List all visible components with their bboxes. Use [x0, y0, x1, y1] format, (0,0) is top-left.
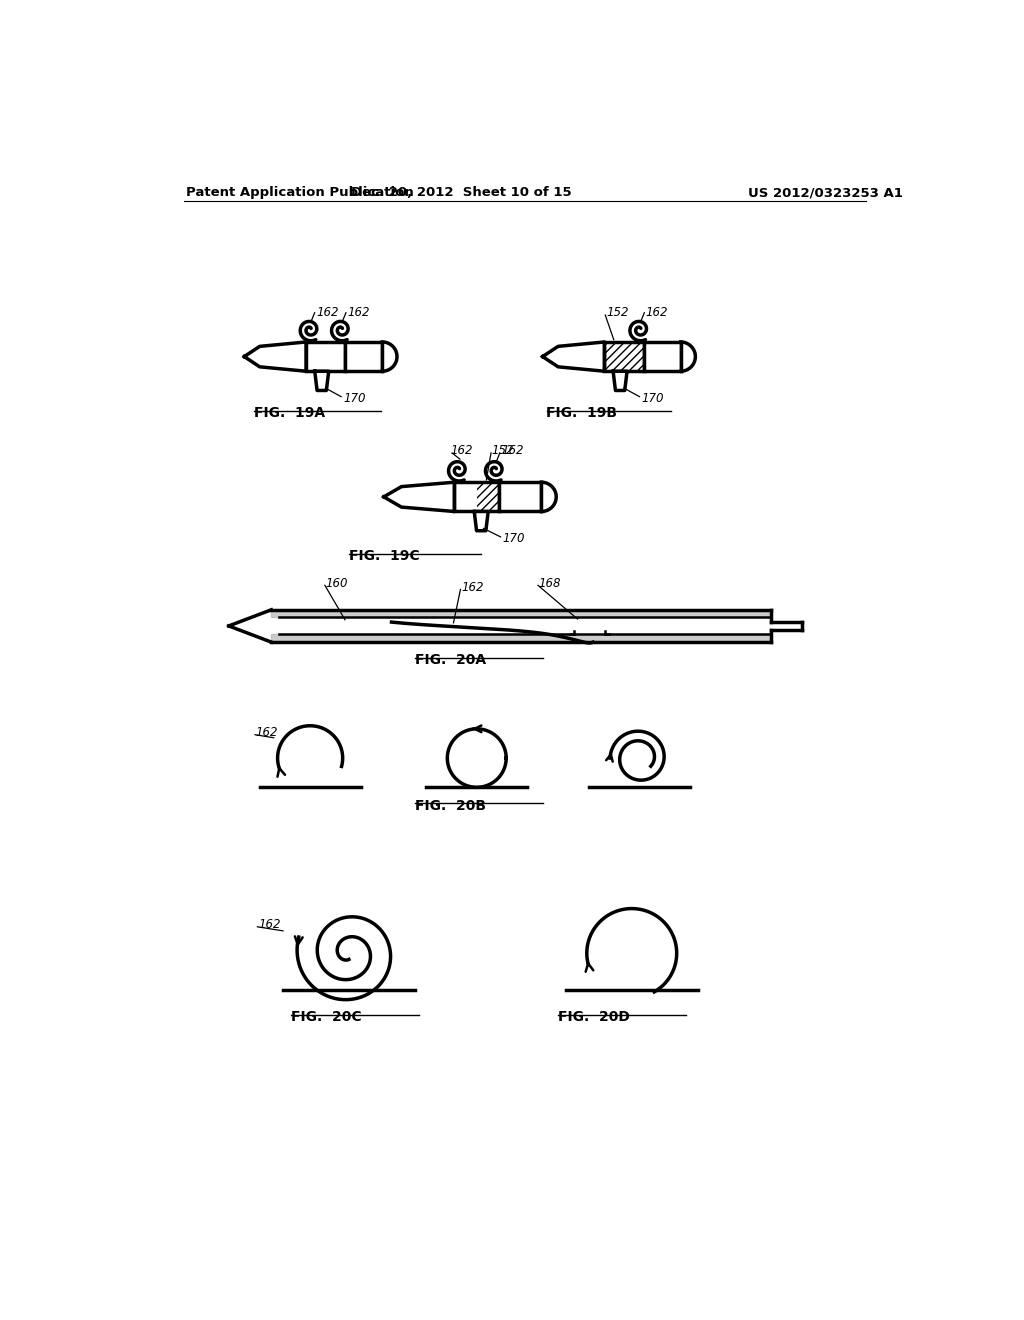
Text: FIG.  19A: FIG. 19A: [254, 407, 325, 420]
Text: FIG.  20B: FIG. 20B: [415, 799, 485, 813]
Polygon shape: [384, 482, 455, 511]
Bar: [455, 482, 477, 511]
Text: FIG.  19B: FIG. 19B: [547, 407, 617, 420]
Bar: [499, 482, 542, 511]
Bar: [643, 342, 681, 371]
Text: 170: 170: [343, 392, 366, 405]
Text: Dec. 20, 2012  Sheet 10 of 15: Dec. 20, 2012 Sheet 10 of 15: [351, 186, 571, 199]
Text: Patent Application Publication: Patent Application Publication: [186, 186, 414, 199]
Bar: [477, 482, 499, 511]
Bar: [306, 342, 345, 371]
Text: 162: 162: [451, 444, 473, 457]
Polygon shape: [543, 342, 604, 371]
Text: 162: 162: [646, 306, 669, 319]
Bar: [345, 342, 382, 371]
Text: 162: 162: [256, 726, 279, 739]
Text: FIG.  20A: FIG. 20A: [415, 653, 485, 668]
Polygon shape: [681, 342, 695, 371]
Text: 170: 170: [642, 392, 665, 405]
Polygon shape: [474, 511, 488, 531]
Text: US 2012/0323253 A1: US 2012/0323253 A1: [748, 186, 903, 199]
Text: 170: 170: [503, 532, 525, 545]
Text: 168: 168: [539, 577, 561, 590]
Text: 162: 162: [258, 919, 281, 932]
Text: 152: 152: [492, 444, 514, 457]
Polygon shape: [382, 342, 397, 371]
Text: FIG.  19C: FIG. 19C: [349, 549, 420, 562]
Polygon shape: [314, 371, 329, 391]
Text: 162: 162: [502, 444, 524, 457]
Text: 160: 160: [326, 577, 348, 590]
Text: FIG.  20D: FIG. 20D: [558, 1010, 630, 1024]
Text: 162: 162: [316, 306, 339, 319]
Polygon shape: [245, 342, 306, 371]
Text: 162: 162: [461, 581, 483, 594]
Polygon shape: [542, 482, 556, 511]
Text: 162: 162: [347, 306, 370, 319]
Polygon shape: [613, 371, 627, 391]
Bar: [604, 342, 643, 371]
Bar: [455, 482, 499, 511]
Text: 152: 152: [606, 306, 629, 319]
Text: FIG.  20C: FIG. 20C: [291, 1010, 361, 1024]
